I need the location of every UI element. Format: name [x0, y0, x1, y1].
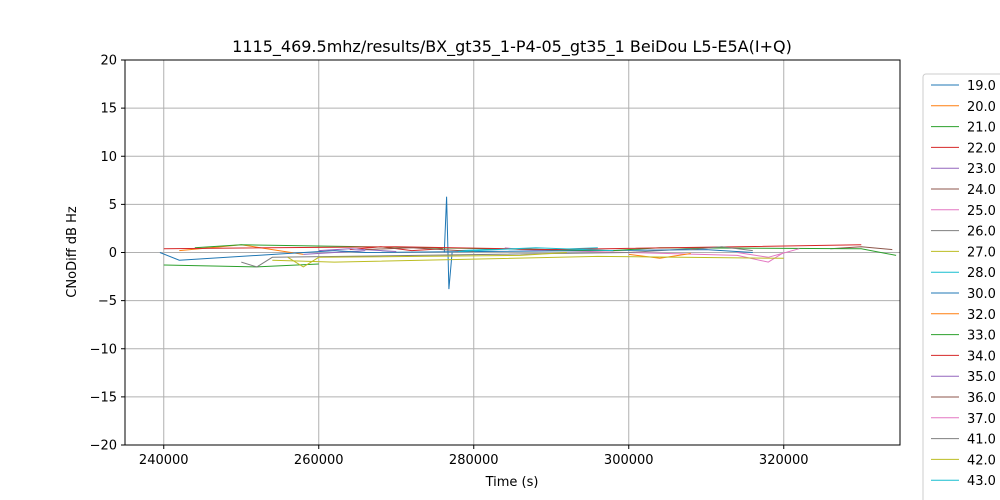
legend-label: 43.0	[967, 474, 996, 489]
series-line-34.0	[163, 244, 862, 251]
y-axis-label: CNoDiff dB Hz	[65, 206, 80, 298]
legend-label: 32.0	[967, 308, 996, 323]
y-tick-label: −15	[90, 390, 117, 405]
series-line-23.0	[303, 250, 366, 255]
x-tick-label: 260000	[294, 453, 344, 468]
legend-label: 34.0	[967, 349, 996, 364]
series-line-27.0	[287, 252, 567, 268]
x-axis-ticks: 240000 260000 280000 300000 320000	[139, 445, 809, 468]
legend: 19.0 20.0 21.0 22.0 23.0 24.0 25.0 26.0 27.0 28.0…	[922, 73, 1000, 500]
series-line-36.0	[365, 247, 474, 252]
legend-frame	[922, 73, 1000, 500]
legend-label: 19.0	[967, 79, 996, 94]
y-tick-label: −10	[90, 342, 117, 357]
legend-label: 37.0	[967, 412, 996, 427]
series-line-24.0	[830, 246, 893, 251]
legend-label: 36.0	[967, 391, 996, 406]
y-tick-label: −20	[90, 439, 117, 454]
y-tick-label: 5	[109, 198, 117, 213]
series-line-19.0	[443, 196, 453, 290]
legend-label: 25.0	[967, 204, 996, 219]
series-group	[159, 196, 897, 290]
legend-label: 30.0	[967, 287, 996, 302]
x-tick-label: 280000	[449, 453, 499, 468]
y-axis-ticks: −20 −15 −10 −5 0 5 10 15 20	[90, 54, 125, 454]
legend-label: 24.0	[967, 183, 996, 198]
x-tick-label: 320000	[759, 453, 809, 468]
y-tick-label: −5	[98, 294, 117, 309]
legend-label: 33.0	[967, 329, 996, 344]
series-line-32.0	[628, 253, 691, 259]
series-line-35.0	[318, 248, 397, 252]
y-tick-label: 0	[109, 246, 117, 261]
legend-label: 42.0	[967, 453, 996, 468]
legend-label: 27.0	[967, 245, 996, 260]
legend-label: 20.0	[967, 100, 996, 115]
series-line-33.0	[194, 244, 897, 256]
legend-label: 35.0	[967, 370, 996, 385]
x-tick-label: 240000	[139, 453, 189, 468]
chart-title: 1115_469.5mhz/results/BX_gt35_1-P4-05_gt…	[232, 37, 792, 57]
legend-label: 26.0	[967, 225, 996, 240]
y-tick-label: 10	[100, 150, 117, 165]
series-line-42.0	[272, 255, 784, 263]
series-line-43.0	[458, 247, 614, 252]
series-line-30.0	[159, 249, 753, 261]
x-axis-label: Time (s)	[485, 475, 539, 490]
legend-label: 28.0	[967, 266, 996, 281]
x-tick-label: 300000	[604, 453, 654, 468]
series-line-21.0	[163, 263, 319, 268]
legend-label: 23.0	[967, 162, 996, 177]
y-tick-label: 20	[100, 54, 117, 69]
legend-label: 41.0	[967, 433, 996, 448]
series-line-41.0	[690, 246, 753, 252]
series-line-37.0	[737, 248, 800, 258]
series-line-26.0	[241, 247, 707, 268]
y-tick-label: 15	[100, 102, 117, 117]
legend-label: 22.0	[967, 141, 996, 156]
legend-label: 21.0	[967, 121, 996, 136]
